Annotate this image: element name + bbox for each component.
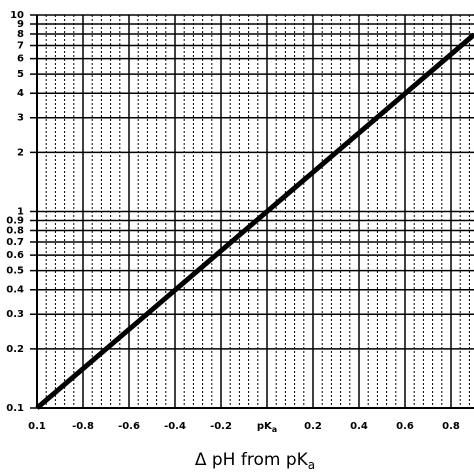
y-tick-label: 4 — [17, 88, 24, 99]
x-tick-label-text: 0.1 — [28, 421, 46, 432]
y-tick-label: 0.1 — [6, 403, 24, 414]
x-tick-label: 0.2 — [304, 421, 322, 432]
y-tick-label: 0.3 — [6, 309, 24, 320]
y-tick-label: 1 — [17, 207, 24, 218]
x-tick-label: 0.4 — [350, 421, 368, 432]
data-line — [35, 32, 474, 410]
x-tick-label: 0.8 — [442, 421, 460, 432]
y-tick-label: 8 — [17, 29, 24, 40]
y-tick-label: 3 — [17, 113, 24, 124]
x-tick-label: -0.6 — [118, 421, 140, 432]
y-tick-label: 0.9 — [6, 215, 24, 226]
y-tick-label: 0.4 — [6, 285, 24, 296]
x-tick-label: -0.4 — [164, 421, 186, 432]
x-tick-label: 0.6 — [396, 421, 414, 432]
x-tick-label: -0.2 — [210, 421, 232, 432]
y-tick-label: 5 — [17, 69, 24, 80]
y-tick-label: 0.5 — [6, 266, 24, 277]
y-tick-label: 2 — [17, 147, 24, 158]
x-axis-label: Δ pH from pKa — [195, 450, 315, 472]
x-tick-label: -0.8 — [72, 421, 94, 432]
x-tick-label: 0.1 — [28, 421, 46, 432]
y-tick-label: 7 — [17, 40, 24, 51]
y-tick-label: 6 — [17, 54, 24, 65]
y-tick-label: 10 — [10, 10, 24, 21]
x-tick-label-sub: a — [272, 425, 277, 434]
y-tick-label: 0.7 — [6, 237, 24, 248]
y-tick-label: 0.6 — [6, 250, 24, 261]
y-tick-label: 0.8 — [6, 226, 24, 237]
x-tick-label: pKa — [257, 421, 277, 434]
y-tick-label: 9 — [17, 19, 24, 30]
x-tick-label-text: pK — [257, 421, 273, 432]
y-tick-label: 0.2 — [6, 344, 24, 355]
